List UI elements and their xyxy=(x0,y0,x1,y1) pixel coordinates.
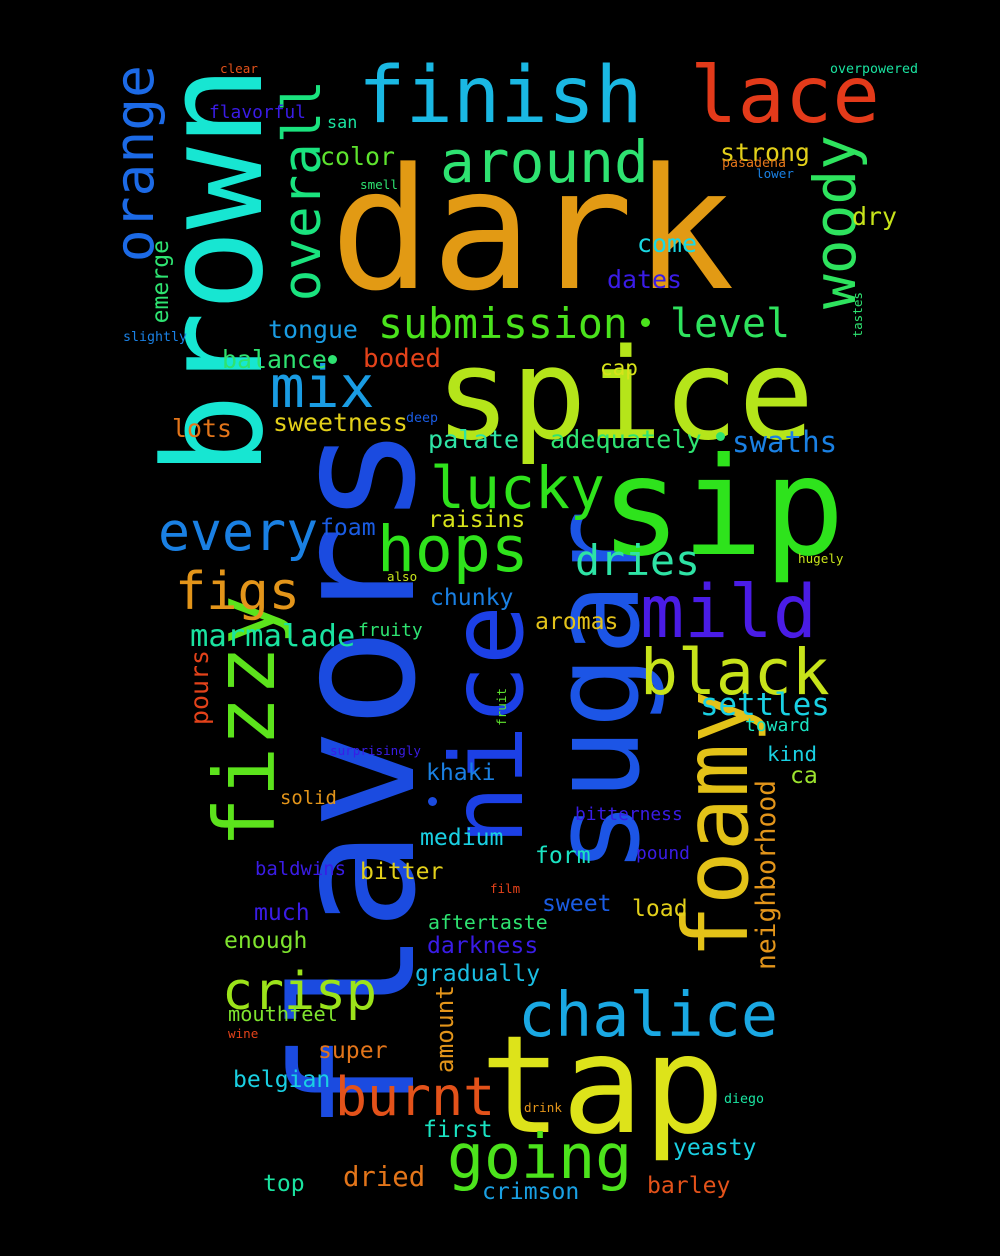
word-pours: pours xyxy=(185,650,214,725)
word-hugely: hugely xyxy=(798,551,844,566)
dot-submission-level xyxy=(641,318,650,327)
word-lower: lower xyxy=(756,166,794,181)
word-black: black xyxy=(640,636,830,709)
word-darkness: darkness xyxy=(427,933,539,959)
word-clear: clear xyxy=(220,61,258,76)
word-drink: drink xyxy=(524,1100,562,1115)
word-dried: dried xyxy=(343,1162,426,1193)
word-adequately: adequately xyxy=(550,425,702,454)
dot-flavors xyxy=(428,797,437,806)
word-amount: amount xyxy=(430,985,459,1074)
word-baldwins: baldwins xyxy=(255,858,346,880)
word-foam: foam xyxy=(320,515,376,541)
word-yeasty: yeasty xyxy=(673,1135,757,1161)
word-medium: medium xyxy=(420,825,504,851)
word-sip: sip xyxy=(600,428,845,586)
word-cap: cap xyxy=(600,356,638,380)
dot-adequately xyxy=(716,432,725,441)
word-gradually: gradually xyxy=(415,961,541,987)
word-diego: diego xyxy=(724,1092,765,1107)
word-deep: deep xyxy=(406,411,439,426)
word-spice: spice xyxy=(435,321,815,468)
word-belgian: belgian xyxy=(233,1067,331,1093)
word-kind: kind xyxy=(767,742,818,766)
word-overpowered: overpowered xyxy=(830,62,919,77)
word-aftertaste: aftertaste xyxy=(428,911,548,934)
word-bitter: bitter xyxy=(360,859,444,885)
word-finish: finish xyxy=(358,49,643,141)
word-lace: lace xyxy=(690,49,880,141)
word-pound: pound xyxy=(636,843,690,864)
word-crisp: crisp xyxy=(222,962,378,1022)
word-burnt: burnt xyxy=(335,1066,496,1128)
word-pasadena: pasadena xyxy=(722,156,787,171)
word-figs: figs xyxy=(175,562,300,622)
dot-balance xyxy=(328,355,337,364)
word-crimson: crimson xyxy=(482,1179,580,1205)
word-slightly: slightly xyxy=(123,330,188,345)
word-swaths: swaths xyxy=(732,425,838,459)
word-much: much xyxy=(254,900,310,926)
word-lucky: lucky xyxy=(430,454,605,522)
word-mouthfeel: mouthfeel xyxy=(228,1002,338,1026)
word-dark: dark xyxy=(330,132,735,328)
word-khaki: khaki xyxy=(426,760,496,786)
word-neighborhood: neighborhood xyxy=(752,780,782,970)
word-dry: dry xyxy=(852,202,897,231)
word-surprisingly: surprisingly xyxy=(330,743,421,758)
word-film: film xyxy=(490,881,521,896)
word-bitterness: bitterness xyxy=(575,804,683,825)
word-enough: enough xyxy=(224,928,308,954)
word-first: first xyxy=(423,1117,493,1143)
word-settles: settles xyxy=(700,687,830,723)
word-wine: wine xyxy=(228,1026,259,1041)
word-come: come xyxy=(637,229,697,258)
word-aromas: aromas xyxy=(535,609,619,635)
word-barley: barley xyxy=(647,1173,731,1199)
word-submission: submission xyxy=(378,299,628,348)
word-mild: mild xyxy=(640,570,818,655)
word-emerge: emerge xyxy=(148,240,174,324)
word-balance: balance xyxy=(222,345,327,374)
word-also: also xyxy=(387,569,418,584)
word-form: form xyxy=(535,843,591,869)
word-hops: hops xyxy=(377,513,529,586)
word-orange: orange xyxy=(102,65,166,263)
word-sweet: sweet xyxy=(542,891,612,917)
word-mix: mix xyxy=(270,353,375,421)
word-smell: smell xyxy=(360,177,398,192)
word-san: san xyxy=(327,112,358,132)
word-chunky: chunky xyxy=(430,585,514,611)
word-load: load xyxy=(632,896,688,922)
word-sweetness: sweetness xyxy=(273,408,408,437)
word-fruit: fruit xyxy=(494,688,509,726)
word-marmalade: marmalade xyxy=(190,619,356,654)
word-nice: nice xyxy=(429,605,546,846)
word-tap: tap xyxy=(480,1006,725,1164)
word-super: super xyxy=(318,1038,388,1064)
word-chalice: chalice xyxy=(518,979,778,1051)
word-every: every xyxy=(158,501,319,563)
word-lots: lots xyxy=(172,414,232,443)
word-tastes: tastes xyxy=(850,292,865,338)
word-raisins: raisins xyxy=(428,507,526,533)
word-ca: ca xyxy=(790,763,818,789)
word-toward: toward xyxy=(745,715,811,736)
word-solid: solid xyxy=(280,787,337,809)
word-around: around xyxy=(440,128,649,196)
word-going: going xyxy=(447,1121,633,1193)
word-fruity: fruity xyxy=(358,620,423,641)
word-level: level xyxy=(670,301,791,347)
word-strong: strong xyxy=(720,138,810,167)
word-boded: boded xyxy=(363,344,441,374)
word-flavorful: flavorful xyxy=(209,102,306,123)
word-palate: palate xyxy=(428,425,519,454)
word-dates: dates xyxy=(607,265,682,294)
word-dries: dries xyxy=(575,536,700,585)
word-top: top xyxy=(263,1171,305,1197)
word-tongue: tongue xyxy=(268,315,358,344)
word-color: color xyxy=(320,142,395,171)
